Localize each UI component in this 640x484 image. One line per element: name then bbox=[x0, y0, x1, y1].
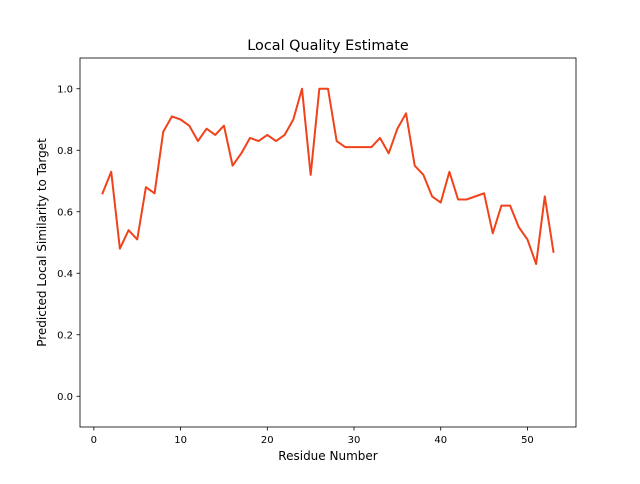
x-tick-label: 40 bbox=[434, 435, 447, 446]
plot-frame bbox=[79, 57, 577, 428]
x-tick-label: 30 bbox=[348, 435, 361, 446]
x-tick-label: 0 bbox=[91, 435, 97, 446]
x-axis-label: Residue Number bbox=[278, 449, 377, 463]
y-tick-label: 0.0 bbox=[57, 392, 73, 403]
y-tick-label: 1.0 bbox=[57, 84, 73, 95]
plot-area bbox=[80, 58, 576, 427]
tick-layer: 0 10 20 30 40 50 0.0 0.2 0.4 0.6 0.8 1.0 bbox=[57, 84, 534, 446]
series-line bbox=[101, 87, 555, 266]
x-tick-label: 20 bbox=[261, 435, 274, 446]
chart-title: Local Quality Estimate bbox=[247, 38, 409, 54]
y-tick-label: 0.4 bbox=[57, 269, 73, 280]
y-tick-label: 0.6 bbox=[57, 207, 73, 218]
series-layer bbox=[101, 87, 555, 266]
y-tick-label: 0.2 bbox=[57, 330, 73, 341]
x-tick-label: 10 bbox=[174, 435, 187, 446]
y-tick-label: 0.8 bbox=[57, 146, 73, 157]
x-tick-label: 50 bbox=[521, 435, 534, 446]
y-axis-label: Predicted Local Similarity to Target bbox=[35, 138, 49, 347]
